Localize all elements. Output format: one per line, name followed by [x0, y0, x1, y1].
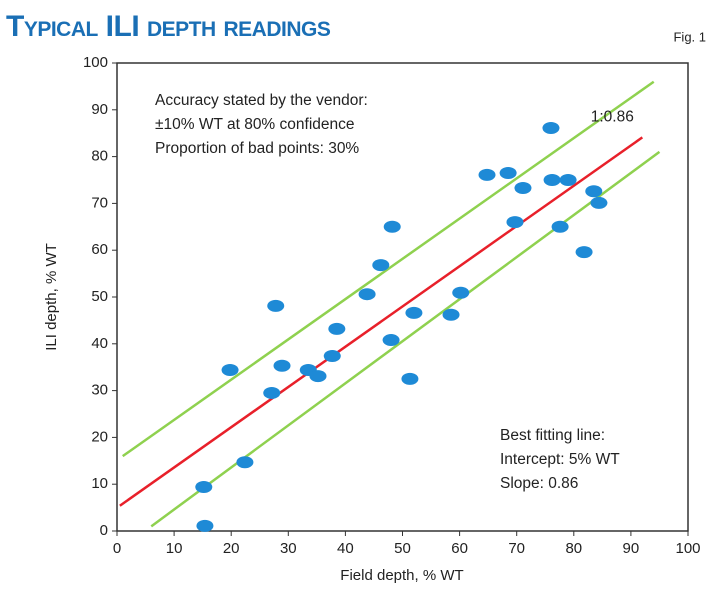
chart-title: Typical ILI depth readings: [6, 10, 331, 43]
data-point: [590, 196, 608, 209]
y-tick-label: 30: [91, 382, 108, 399]
reference-line: [121, 80, 655, 458]
data-point: [195, 481, 213, 494]
y-tick-label: 50: [91, 288, 108, 305]
x-tick-label: 10: [166, 540, 183, 557]
y-tick-label: 10: [91, 475, 108, 492]
data-point: [442, 308, 460, 321]
data-point: [478, 168, 496, 181]
data-point: [267, 299, 285, 312]
y-tick-label: 80: [91, 148, 108, 165]
data-point: [323, 349, 341, 362]
data-point: [405, 306, 423, 319]
data-point: [236, 456, 254, 469]
data-point: [372, 259, 390, 272]
y-tick-label: 70: [91, 194, 108, 211]
annotation: Proportion of bad points: 30%: [155, 140, 359, 157]
x-tick-label: 0: [113, 540, 121, 557]
data-point: [273, 359, 291, 372]
x-tick-label: 90: [623, 540, 640, 557]
y-tick-label: 90: [91, 101, 108, 118]
data-point: [309, 370, 327, 383]
line-label: 1:0.86: [591, 109, 634, 126]
data-point: [585, 185, 603, 198]
x-tick-label: 60: [451, 540, 468, 557]
y-tick-label: 60: [91, 241, 108, 258]
x-tick-label: 100: [675, 540, 700, 557]
y-tick-label: 0: [100, 522, 108, 539]
annotation: ±10% WT at 80% confidence: [155, 116, 355, 133]
annotation: Accuracy stated by the vendor:: [155, 92, 368, 109]
data-point: [383, 220, 401, 233]
data-point: [499, 166, 517, 179]
x-tick-label: 30: [280, 540, 297, 557]
x-tick-label: 20: [223, 540, 240, 557]
x-tick-label: 40: [337, 540, 354, 557]
data-point: [263, 386, 281, 399]
data-point: [514, 181, 532, 194]
data-point: [551, 220, 569, 233]
reference-line: [150, 150, 661, 528]
figure-label: Fig. 1: [673, 29, 706, 44]
data-point: [543, 174, 561, 186]
data-point: [559, 174, 577, 186]
y-axis-label: ILI depth, % WT: [43, 243, 60, 351]
data-point: [358, 288, 376, 301]
y-tick-label: 40: [91, 335, 108, 352]
data-point: [328, 322, 346, 335]
data-point: [452, 286, 470, 299]
data-point: [575, 246, 593, 259]
x-tick-label: 80: [565, 540, 582, 557]
annotation: Intercept: 5% WT: [500, 451, 620, 468]
data-point: [221, 364, 239, 377]
y-tick-label: 100: [83, 54, 108, 71]
data-point: [401, 372, 419, 385]
data-point: [196, 519, 214, 532]
x-axis-label: Field depth, % WT: [340, 567, 463, 584]
data-point: [382, 334, 400, 347]
data-point: [506, 216, 524, 229]
annotation: Best fitting line:: [500, 427, 605, 444]
data-point: [542, 122, 560, 135]
y-tick-label: 20: [91, 428, 108, 445]
annotation: Slope: 0.86: [500, 475, 578, 492]
reference-line: [119, 136, 644, 507]
x-tick-label: 70: [508, 540, 525, 557]
x-tick-label: 50: [394, 540, 411, 557]
